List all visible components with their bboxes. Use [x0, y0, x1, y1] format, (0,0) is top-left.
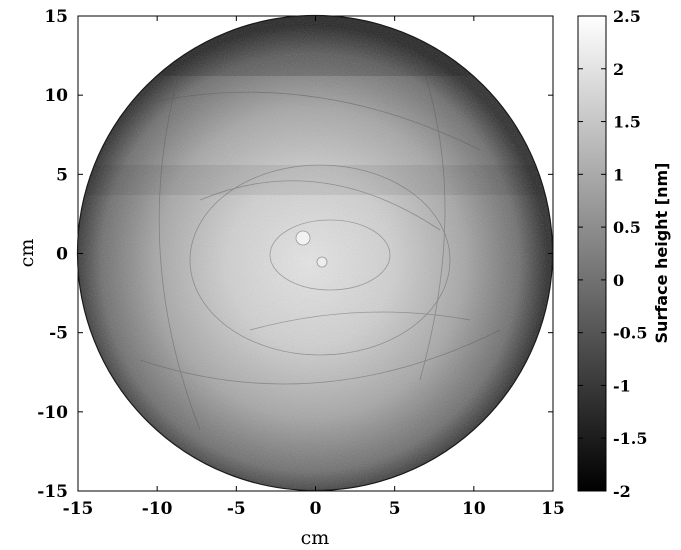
colorbar-tick-label: -0.5	[613, 324, 647, 343]
y-tick-label: -10	[37, 403, 68, 423]
center-feature	[295, 230, 311, 246]
y-tick-label: 15	[44, 7, 68, 27]
y-tick-label: 10	[44, 86, 68, 106]
colorbar-tick-label: 2.5	[613, 7, 641, 26]
y-axis: 15 10 5 0 -5 -10 -15	[37, 7, 553, 502]
colorbar-tick-label: 1.5	[613, 113, 641, 132]
x-tick-label: -15	[63, 499, 94, 519]
colorbar-ticks: 2.5 2 1.5 1 0.5 0 -0.5 -1 -1.5 -2	[578, 7, 647, 501]
x-axis-label: cm	[301, 527, 330, 549]
colorbar-tick-label: -1	[613, 376, 631, 395]
surface-map	[77, 15, 553, 491]
x-tick-label: 0	[310, 499, 322, 519]
y-tick-label: -15	[37, 482, 68, 502]
colorbar-label: Surface height [nm]	[652, 163, 671, 344]
colorbar-tick-label: 0.5	[613, 218, 641, 237]
colorbar-tick-label: -1.5	[613, 429, 647, 448]
x-tick-label: 15	[541, 499, 565, 519]
x-tick-label: 10	[462, 499, 486, 519]
scratch-lines	[119, 59, 501, 431]
x-axis: -15 -10 -5 0 5 10 15	[63, 16, 565, 519]
y-axis-label: cm	[16, 239, 38, 268]
x-tick-label: -10	[142, 499, 173, 519]
center-feature-2	[316, 256, 328, 268]
colorbar-tick-label: 0	[613, 271, 624, 290]
y-tick-label: 5	[56, 165, 68, 185]
x-tick-label: -5	[227, 499, 246, 519]
colorbar	[577, 15, 607, 492]
colorbar-tick-label: 1	[613, 165, 624, 184]
colorbar-tick-label: 2	[613, 60, 624, 79]
y-tick-label: 0	[56, 245, 68, 265]
x-tick-label: 5	[389, 499, 401, 519]
surface-texture	[78, 16, 553, 491]
colorbar-tick-label: -2	[613, 482, 631, 501]
y-tick-label: -5	[49, 324, 68, 344]
